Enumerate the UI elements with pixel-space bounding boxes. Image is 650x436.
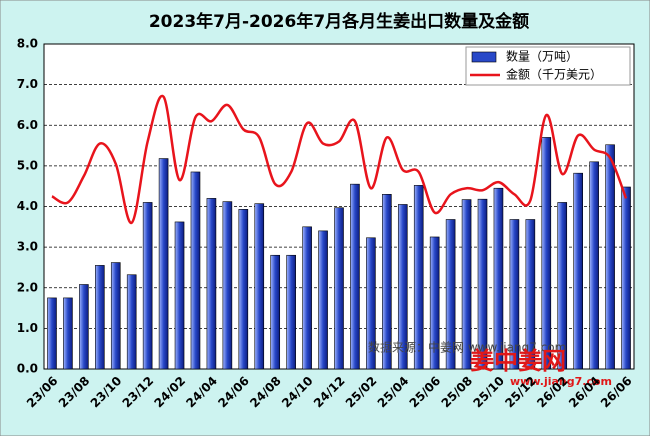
bar xyxy=(190,171,201,370)
bar xyxy=(541,137,552,370)
legend-entries: 数量（万吨） 金额（千万美元） xyxy=(470,49,602,82)
legend-swatch xyxy=(471,51,497,63)
bar xyxy=(206,198,217,370)
marks xyxy=(47,94,631,370)
legend-label: 金额（千万美元） xyxy=(506,67,602,82)
y-tick-label: 8.0 xyxy=(17,37,38,51)
y-tick-label: 6.0 xyxy=(17,118,38,132)
source-note: 数据来源：中姜网 www.jiang7.com xyxy=(368,340,566,355)
bar xyxy=(318,230,328,370)
bar xyxy=(461,199,472,370)
y-tick-label: 2.0 xyxy=(17,280,38,294)
bar xyxy=(573,172,583,370)
bar xyxy=(525,219,536,370)
y-tick-label: 0.0 xyxy=(17,362,38,376)
bar xyxy=(254,203,265,370)
y-tick-label: 4.0 xyxy=(17,199,38,213)
chart-title: 2023年7月-2026年7月各月生姜出口数量及金额 xyxy=(149,11,529,32)
bar xyxy=(350,183,360,370)
bar xyxy=(174,221,185,370)
bar xyxy=(110,262,121,370)
bar xyxy=(126,274,137,370)
bar xyxy=(302,226,312,370)
bar xyxy=(557,202,568,370)
y-tick-label: 3.0 xyxy=(17,240,38,254)
bar xyxy=(477,198,488,370)
bar xyxy=(429,236,440,370)
bar xyxy=(222,201,233,370)
bar xyxy=(509,219,520,370)
bar xyxy=(142,202,153,370)
bar xyxy=(238,209,249,370)
line xyxy=(51,94,628,225)
logo-text: 姜中姜网 xyxy=(470,347,566,375)
bar xyxy=(79,284,89,370)
bar xyxy=(382,194,392,370)
bar xyxy=(493,187,504,370)
bar xyxy=(621,186,631,370)
bar xyxy=(366,237,376,370)
bar xyxy=(413,185,424,370)
y-tick-label: 5.0 xyxy=(17,158,38,172)
bar xyxy=(397,204,408,370)
y-tick-label: 1.0 xyxy=(17,321,38,335)
bar xyxy=(589,161,599,370)
bar xyxy=(158,158,169,370)
bar xyxy=(286,254,296,370)
bar xyxy=(334,207,344,370)
legend-label: 数量（万吨） xyxy=(506,49,578,64)
bar xyxy=(605,144,615,370)
bar xyxy=(95,265,105,370)
bar xyxy=(47,297,57,370)
bar xyxy=(270,254,281,370)
y-tick-label: 7.0 xyxy=(17,77,38,91)
logo-url: www.jiang7.com xyxy=(510,375,612,388)
bar xyxy=(445,219,456,370)
bar xyxy=(63,297,73,370)
